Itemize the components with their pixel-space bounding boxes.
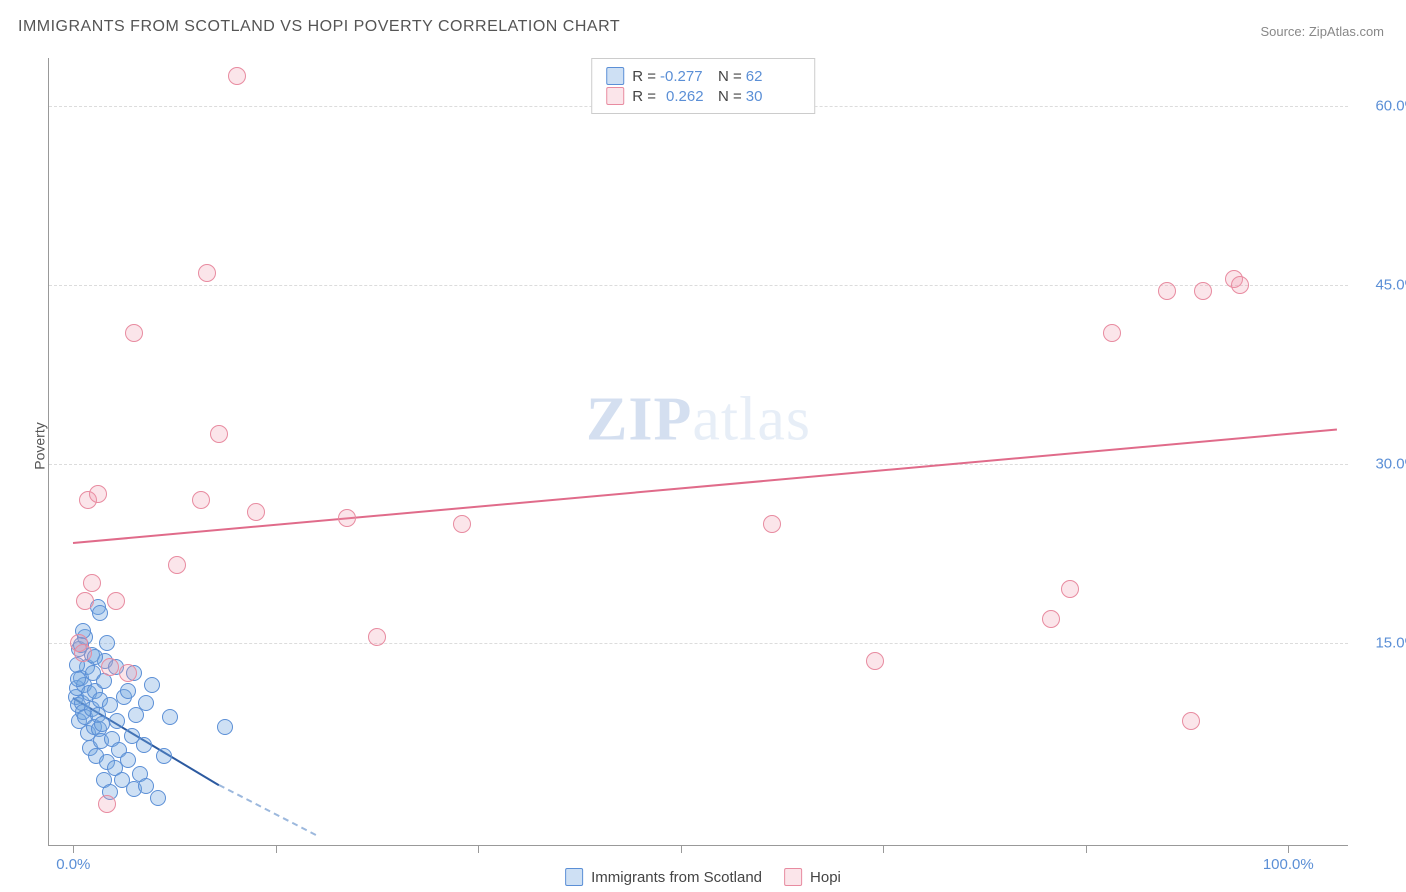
y-axis-title: Poverty bbox=[32, 422, 48, 469]
data-point bbox=[101, 658, 119, 676]
swatch-pink bbox=[784, 868, 802, 886]
data-point bbox=[1194, 282, 1212, 300]
legend-blue-n: 62 bbox=[746, 68, 800, 85]
y-tick-label: 15.0% bbox=[1375, 635, 1406, 652]
legend-label-blue: Immigrants from Scotland bbox=[591, 869, 762, 886]
legend-item-blue: Immigrants from Scotland bbox=[565, 868, 762, 886]
data-point bbox=[109, 713, 125, 729]
swatch-blue bbox=[606, 67, 624, 85]
legend-r-label: R = bbox=[632, 88, 656, 105]
data-point bbox=[144, 677, 160, 693]
data-point bbox=[368, 628, 386, 646]
y-tick-label: 60.0% bbox=[1375, 97, 1406, 114]
x-tick bbox=[1086, 845, 1087, 853]
legend-blue-r: -0.277 bbox=[660, 68, 714, 85]
data-point bbox=[76, 592, 94, 610]
data-point bbox=[1158, 282, 1176, 300]
x-tick bbox=[1288, 845, 1289, 853]
chart-title: IMMIGRANTS FROM SCOTLAND VS HOPI POVERTY… bbox=[18, 18, 620, 36]
gridline bbox=[49, 643, 1348, 644]
y-tick-label: 45.0% bbox=[1375, 276, 1406, 293]
data-point bbox=[453, 515, 471, 533]
data-point bbox=[1231, 276, 1249, 294]
data-point bbox=[198, 264, 216, 282]
legend-r-label: R = bbox=[632, 68, 656, 85]
data-point bbox=[99, 635, 115, 651]
watermark: ZIPatlas bbox=[586, 385, 811, 456]
x-tick-label: 100.0% bbox=[1263, 856, 1314, 873]
data-point bbox=[1042, 610, 1060, 628]
data-point bbox=[136, 737, 152, 753]
data-point bbox=[168, 556, 186, 574]
data-point bbox=[210, 425, 228, 443]
legend-row-blue: R = -0.277 N = 62 bbox=[606, 67, 800, 85]
gridline bbox=[49, 464, 1348, 465]
series-legend: Immigrants from Scotland Hopi bbox=[565, 868, 841, 886]
trend-line bbox=[73, 428, 1337, 543]
x-tick-label: 0.0% bbox=[56, 856, 90, 873]
data-point bbox=[83, 574, 101, 592]
gridline bbox=[49, 285, 1348, 286]
data-point bbox=[247, 503, 265, 521]
legend-item-pink: Hopi bbox=[784, 868, 841, 886]
data-point bbox=[70, 671, 86, 687]
data-point bbox=[217, 719, 233, 735]
data-point bbox=[763, 515, 781, 533]
data-point bbox=[150, 790, 166, 806]
data-point bbox=[1061, 580, 1079, 598]
data-point bbox=[89, 485, 107, 503]
legend-pink-r: 0.262 bbox=[660, 88, 714, 105]
swatch-blue bbox=[565, 868, 583, 886]
data-point bbox=[94, 716, 110, 732]
data-point bbox=[228, 67, 246, 85]
data-point bbox=[125, 324, 143, 342]
data-point bbox=[1103, 324, 1121, 342]
swatch-pink bbox=[606, 87, 624, 105]
legend-n-label: N = bbox=[718, 88, 742, 105]
legend-label-pink: Hopi bbox=[810, 869, 841, 886]
data-point bbox=[338, 509, 356, 527]
x-tick bbox=[681, 845, 682, 853]
x-tick bbox=[883, 845, 884, 853]
data-point bbox=[74, 644, 92, 662]
scatter-plot-area: ZIPatlas 15.0%30.0%45.0%60.0%0.0%100.0% bbox=[48, 58, 1348, 846]
data-point bbox=[138, 695, 154, 711]
legend-n-label: N = bbox=[718, 68, 742, 85]
data-point bbox=[192, 491, 210, 509]
y-tick-label: 30.0% bbox=[1375, 455, 1406, 472]
x-tick bbox=[478, 845, 479, 853]
legend-pink-n: 30 bbox=[746, 88, 800, 105]
watermark-atlas: atlas bbox=[692, 386, 811, 454]
data-point bbox=[1182, 712, 1200, 730]
trend-line bbox=[219, 784, 317, 836]
data-point bbox=[119, 664, 137, 682]
data-point bbox=[866, 652, 884, 670]
x-tick bbox=[276, 845, 277, 853]
data-point bbox=[92, 605, 108, 621]
data-point bbox=[156, 748, 172, 764]
data-point bbox=[107, 592, 125, 610]
data-point bbox=[120, 683, 136, 699]
source-attribution: Source: ZipAtlas.com bbox=[1260, 24, 1384, 39]
legend-row-pink: R = 0.262 N = 30 bbox=[606, 87, 800, 105]
data-point bbox=[102, 697, 118, 713]
watermark-zip: ZIP bbox=[586, 386, 692, 454]
data-point bbox=[162, 709, 178, 725]
x-tick bbox=[73, 845, 74, 853]
data-point bbox=[120, 752, 136, 768]
data-point bbox=[98, 795, 116, 813]
correlation-legend: R = -0.277 N = 62 R = 0.262 N = 30 bbox=[591, 58, 815, 114]
